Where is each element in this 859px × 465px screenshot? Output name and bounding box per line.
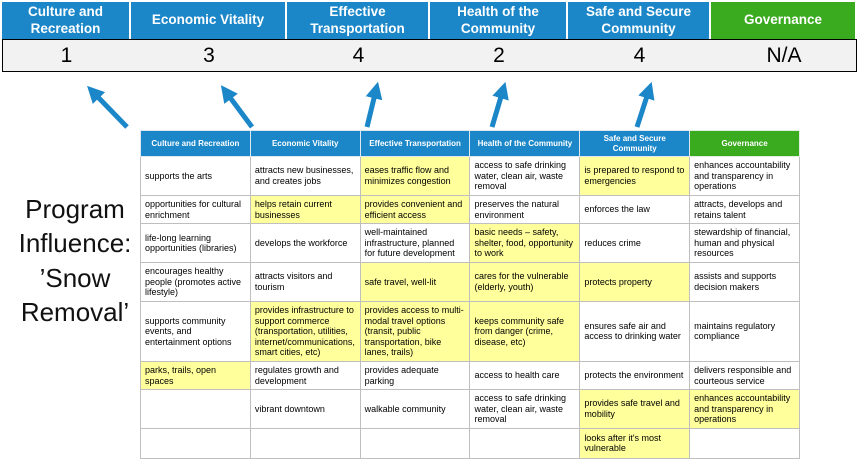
- matrix-cell: protects property: [579, 262, 691, 302]
- pillar-score: 4: [633, 43, 646, 67]
- matrix-cell: helps retain current businesses: [249, 195, 361, 225]
- matrix-cell: delivers responsible and courteous servi…: [689, 360, 800, 391]
- matrix-header-row: Culture and Recreation Economic Vitality E…: [140, 129, 800, 158]
- matrix-cell: well-maintained infrastructure, planned …: [359, 223, 471, 264]
- pillar-score: 3: [203, 43, 215, 67]
- matrix-cell: [359, 427, 471, 459]
- matrix-cell: assists and supports decision makers: [689, 262, 800, 302]
- matrix-column-header: Economic Vitality: [249, 129, 361, 158]
- matrix-column-header: Effective Transportation: [359, 129, 471, 158]
- pillar-header: Economic Vitality: [131, 2, 285, 39]
- matrix-cell: attracts visitors and tourism: [249, 262, 361, 302]
- matrix-row: parks, trails, open spaces regulates grow…: [140, 360, 800, 391]
- matrix-body: supports the arts attracts new businesses…: [140, 156, 800, 459]
- matrix-row: supports the arts attracts new businesses…: [140, 156, 800, 197]
- matrix-cell: opportunities for cultural enrichment: [140, 195, 251, 225]
- up-arrow-icon: [87, 85, 129, 129]
- up-arrow-icon: [364, 81, 383, 128]
- matrix-row: supports community events, and entertain…: [140, 300, 800, 362]
- matrix-cell: looks after it's most vulnerable: [579, 427, 691, 459]
- matrix-cell: provides access to multi-modal travel op…: [359, 300, 471, 362]
- matrix-cell: provides safe travel and mobility: [579, 389, 691, 429]
- matrix-row: looks after it's most vulnerable: [140, 427, 800, 459]
- matrix-cell: life-long learning opportunities (librar…: [140, 223, 251, 264]
- matrix-cell: regulates growth and development: [249, 360, 361, 391]
- matrix-cell: ensures safe air and access to drinking …: [579, 300, 691, 362]
- matrix-cell: eases traffic flow and minimizes congest…: [359, 156, 471, 197]
- matrix-cell: provides adequate parking: [359, 360, 471, 391]
- matrix-cell: encourages healthy people (promotes acti…: [140, 262, 251, 302]
- matrix-column-header: Health of the Community: [469, 129, 581, 158]
- pillar-score: 4: [352, 43, 365, 67]
- pillar-header: Effective Transportation: [287, 2, 428, 39]
- matrix-row: opportunities for cultural enrichment hel…: [140, 195, 800, 225]
- program-influence-label: Program Influence: ’Snow Removal’: [18, 194, 132, 327]
- matrix-cell: enforces the law: [579, 195, 691, 225]
- up-arrow-icon: [634, 81, 655, 128]
- matrix-cell: is prepared to respond to emergencies: [579, 156, 691, 197]
- matrix-cell: walkable community: [359, 389, 471, 429]
- matrix-cell: provides infrastructure to support comme…: [249, 300, 361, 362]
- matrix-cell: attracts, develops and retains talent: [689, 195, 800, 225]
- matrix-cell: access to safe drinking water, clean air…: [469, 156, 581, 197]
- matrix-cell: [140, 427, 251, 459]
- matrix-cell: [140, 389, 251, 429]
- matrix-cell: preserves the natural environment: [469, 195, 581, 225]
- pillar-header: Health of the Community: [430, 2, 566, 39]
- matrix-cell: access to safe drinking water, clean air…: [469, 389, 581, 429]
- matrix-column-header: Culture and Recreation: [140, 129, 251, 158]
- matrix-cell: enhances accountability and transparency…: [689, 156, 800, 197]
- matrix-cell: cares for the vulnerable (elderly, youth…: [469, 262, 581, 302]
- pillar-score: 2: [493, 43, 505, 67]
- matrix-column-header: Safe and Secure Community: [579, 129, 691, 158]
- scoreboard-headers: Culture and Recreation Economic Vitality E…: [2, 2, 855, 39]
- matrix-cell: stewardship of financial, human and phys…: [689, 223, 800, 264]
- matrix-column-header: Governance: [689, 129, 800, 158]
- matrix-cell: reduces crime: [579, 223, 691, 264]
- matrix-cell: supports community events, and entertain…: [140, 300, 251, 362]
- matrix-cell: keeps community safe from danger (crime,…: [469, 300, 581, 362]
- pillar-score: 1: [60, 43, 73, 67]
- pillar-header: Governance: [711, 2, 855, 39]
- matrix-row: encourages healthy people (promotes acti…: [140, 262, 800, 302]
- matrix-cell: access to health care: [469, 360, 581, 391]
- matrix-cell: parks, trails, open spaces: [140, 360, 251, 391]
- matrix-row: vibrant downtown walkable community access…: [140, 389, 800, 429]
- pillar-score: N/A: [766, 43, 802, 67]
- up-arrow-icon: [220, 85, 255, 129]
- matrix-cell: enhances accountability and transparency…: [689, 389, 800, 429]
- matrix-cell: basic needs – safety, shelter, food, opp…: [469, 223, 581, 264]
- matrix-cell: [469, 427, 581, 459]
- matrix-cell: attracts new businesses, and creates job…: [249, 156, 361, 197]
- matrix-cell: supports the arts: [140, 156, 251, 197]
- matrix-cell: protects the environment: [579, 360, 691, 391]
- score-arrows: [87, 81, 655, 129]
- matrix-cell: [249, 427, 361, 459]
- influence-matrix: Culture and Recreation Economic Vitality E…: [140, 129, 800, 459]
- matrix-cell: maintains regulatory compliance: [689, 300, 800, 362]
- scoreboard-scores: 1 3 4 2 4 N/A: [2, 39, 857, 72]
- matrix-cell: safe travel, well-lit: [359, 262, 471, 302]
- matrix-cell: provides convenient and efficient access: [359, 195, 471, 225]
- matrix-row: life-long learning opportunities (librar…: [140, 223, 800, 264]
- matrix-cell: vibrant downtown: [249, 389, 361, 429]
- up-arrow-icon: [489, 81, 509, 128]
- pillar-header: Culture and Recreation: [2, 2, 129, 39]
- pillar-header: Safe and Secure Community: [568, 2, 709, 39]
- matrix-cell: develops the workforce: [249, 223, 361, 264]
- matrix-cell: [689, 427, 800, 459]
